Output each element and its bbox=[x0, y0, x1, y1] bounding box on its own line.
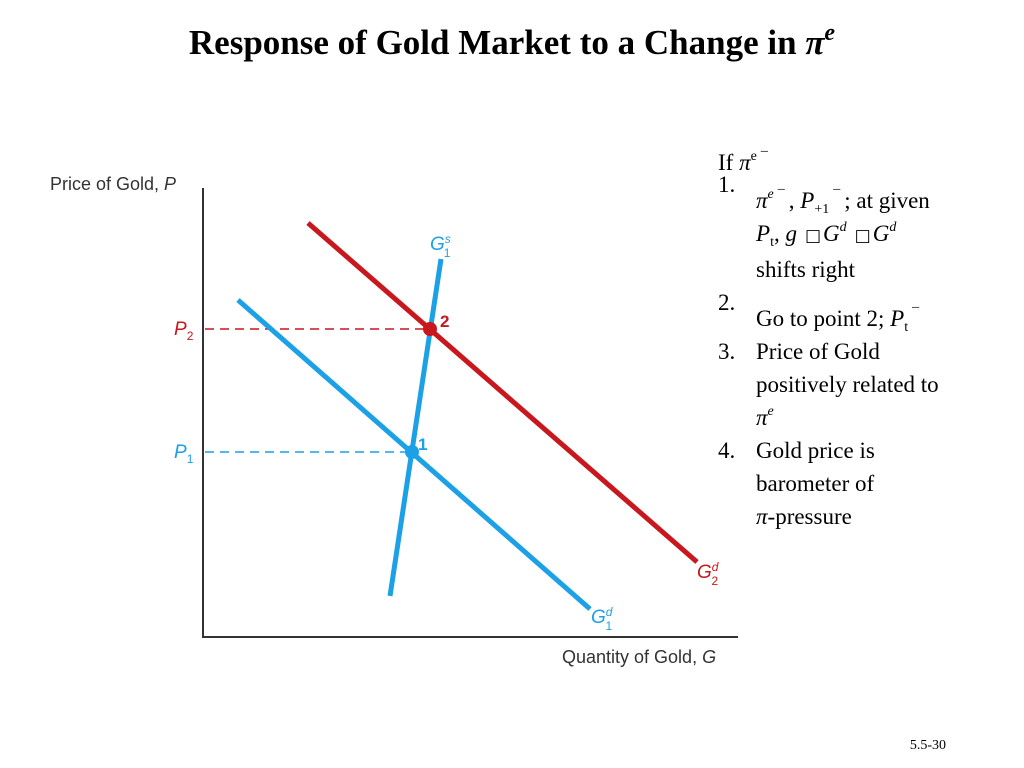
notes-panel: If πe_ 1. πe_, P+1_; at given Pt, g □Gd □G… bbox=[718, 130, 1018, 533]
point-1-label: 1 bbox=[418, 435, 427, 454]
gd1-label: Gd 1 bbox=[591, 605, 613, 633]
title-pi: π bbox=[805, 23, 825, 62]
note-item-4: 4. Gold price is barometer of π-pressure bbox=[718, 438, 875, 529]
gs1-label: Gs 1 bbox=[430, 232, 451, 260]
supply-curve-gs1 bbox=[387, 258, 444, 597]
gd2-label: Gd 2 bbox=[697, 560, 719, 588]
equilibrium-point-1 bbox=[405, 445, 419, 459]
gold-market-diagram: Price of Gold, P Quantity of Gold, G P2 … bbox=[50, 174, 738, 667]
slide-number: 5.5-30 bbox=[909, 738, 946, 753]
demand-curve-gd2 bbox=[306, 221, 699, 564]
slide-title: Response of Gold Market to a Change in π… bbox=[0, 8, 1024, 68]
equilibrium-point-2 bbox=[423, 322, 437, 336]
point-2-label: 2 bbox=[440, 312, 449, 331]
note-if-line: If πe_ bbox=[718, 139, 768, 175]
note-item-1: 1. πe_, P+1_; at given Pt, g □Gd □Gd shift… bbox=[718, 172, 930, 282]
title-superscript: e bbox=[824, 20, 836, 46]
y-axis-label: Price of Gold, P bbox=[50, 174, 176, 194]
title-text: Response of Gold Market to a Change in bbox=[188, 23, 806, 62]
p1-label: P1 bbox=[174, 442, 194, 466]
note-item-2: 2. Go to point 2; Pt_ bbox=[718, 290, 920, 335]
p2-label: P2 bbox=[174, 319, 194, 343]
note-item-3: 3. Price of Gold positively related to π… bbox=[718, 339, 939, 430]
x-axis-label: Quantity of Gold, G bbox=[562, 647, 716, 667]
